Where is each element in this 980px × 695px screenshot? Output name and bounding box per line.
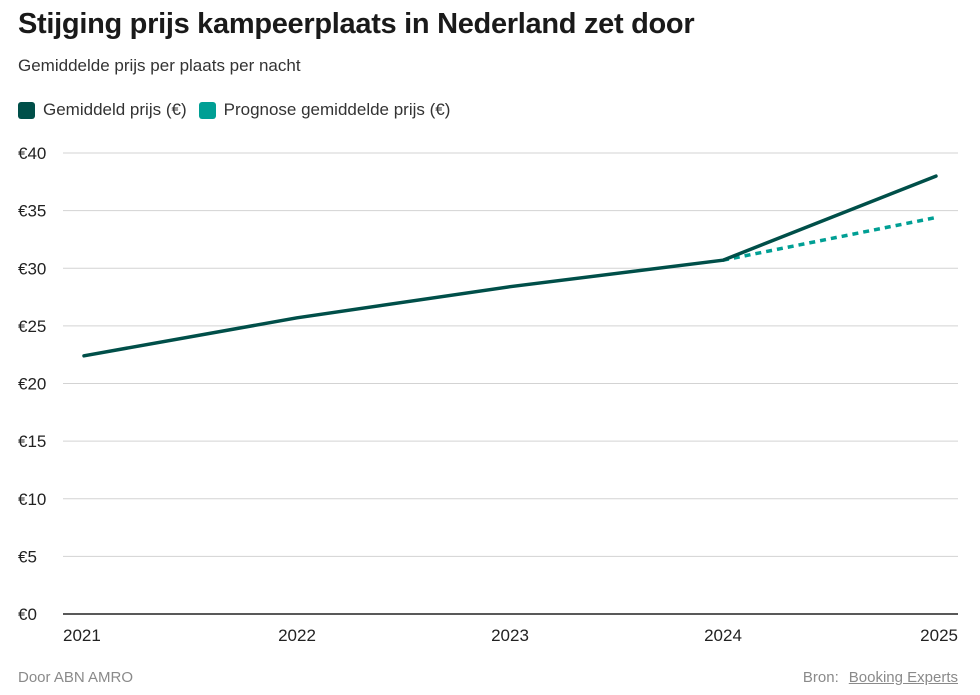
footer-source: Bron: Booking Experts	[803, 669, 958, 686]
line-chart: €0 €5 €10 €15 €20 €25 €30 €35 €40 2021 2022 2023 202…	[18, 144, 958, 645]
y-tick-label: €30	[18, 259, 46, 278]
y-tick-label: €35	[18, 202, 46, 221]
legend: Gemiddeld prijs (€) Prognose gemiddelde …	[18, 100, 450, 120]
chart-title: Stijging prijs kampeerplaats in Nederlan…	[18, 8, 695, 40]
legend-item-forecast: Prognose gemiddelde prijs (€)	[198, 100, 451, 120]
series-line-actual	[82, 174, 938, 358]
y-tick-label: €0	[18, 605, 37, 624]
y-tick-label: €20	[18, 375, 46, 394]
x-tick-label: 2021	[63, 626, 101, 645]
y-tick-label: €5	[18, 547, 37, 566]
y-tick-label: €25	[18, 317, 46, 336]
source-link[interactable]: Booking Experts	[848, 669, 958, 686]
legend-label-forecast: Prognose gemiddelde prijs (€)	[223, 100, 451, 119]
x-tick-label: 2025	[920, 626, 958, 645]
x-tick-label: 2022	[278, 626, 316, 645]
y-tick-label: €40	[18, 144, 46, 163]
y-tick-label: €10	[18, 490, 46, 509]
legend-swatch-forecast	[198, 101, 216, 119]
legend-label-actual: Gemiddeld prijs (€)	[43, 100, 187, 119]
legend-swatch-actual	[18, 101, 35, 119]
legend-item-actual: Gemiddeld prijs (€)	[18, 100, 187, 120]
y-tick-label: €15	[18, 432, 46, 451]
x-tick-label: 2024	[704, 626, 742, 645]
source-label: Bron:	[802, 669, 839, 686]
x-tick-label: 2023	[491, 626, 529, 645]
footer-credit: Door ABN AMRO	[18, 669, 134, 686]
series-line-forecast	[722, 215, 937, 262]
chart-subtitle: Gemiddelde prijs per plaats per nacht	[18, 56, 301, 75]
